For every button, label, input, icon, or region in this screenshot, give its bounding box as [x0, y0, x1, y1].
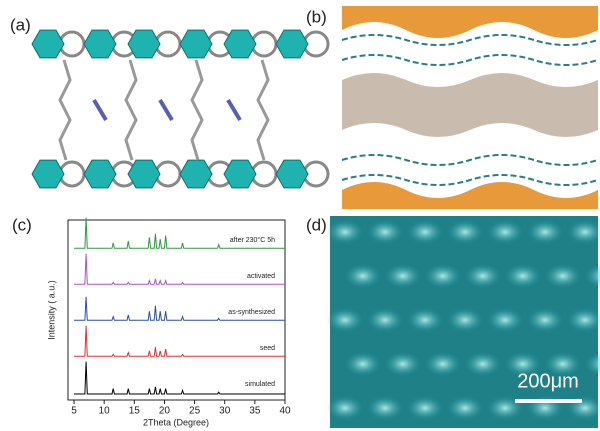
spot	[447, 308, 483, 332]
spot	[385, 264, 421, 288]
chain	[190, 59, 204, 161]
guest	[226, 98, 242, 122]
polyhedron	[83, 159, 117, 189]
panel-label: (c)	[12, 215, 32, 234]
spot	[465, 352, 501, 376]
series-label: activated	[247, 273, 275, 280]
spot	[447, 396, 483, 420]
y-axis-title: Intensity ( a.u.)	[46, 280, 56, 340]
panel-b-structure	[341, 6, 599, 209]
series-label: seed	[260, 345, 275, 352]
spot	[425, 352, 461, 376]
spot	[327, 308, 363, 332]
polyhedron	[275, 29, 309, 59]
x-tick-label: 20	[159, 406, 171, 417]
polyhedron	[31, 29, 65, 59]
framework	[341, 34, 599, 46]
panel-c-chart: 2Theta (Degree) Intensity ( a.u.) 5 10 15 2…	[46, 217, 291, 427]
panel-label: (b)	[306, 7, 327, 26]
x-tick-label: 5	[71, 406, 77, 417]
guest	[158, 98, 174, 122]
x-tick-label: 30	[219, 406, 231, 417]
spot	[385, 352, 421, 376]
spot	[567, 220, 600, 244]
framework	[341, 154, 599, 166]
panel-label: (a)	[10, 15, 31, 34]
x-axis-title: 2Theta (Degree)	[143, 417, 209, 427]
panel-label: (d)	[306, 215, 327, 234]
xrd-trace	[74, 296, 285, 321]
polyhedron	[127, 29, 161, 59]
spot	[567, 308, 600, 332]
spot	[545, 264, 581, 288]
polyhedron	[127, 159, 161, 189]
spot	[327, 220, 363, 244]
spot	[447, 220, 483, 244]
spot	[367, 396, 403, 420]
spot	[527, 308, 563, 332]
guest	[92, 98, 108, 122]
spot	[345, 264, 381, 288]
spot	[465, 264, 501, 288]
spot	[367, 220, 403, 244]
spot	[407, 220, 443, 244]
xrd-trace	[74, 361, 285, 395]
series-label: simulated	[245, 381, 275, 388]
panel-d-image	[327, 216, 600, 428]
polyhedron	[31, 159, 65, 189]
polyhedron	[223, 159, 257, 189]
framework	[341, 174, 599, 186]
spot	[425, 264, 461, 288]
x-tick-label: 40	[279, 406, 291, 417]
spot	[345, 352, 381, 376]
xrd-trace	[74, 325, 285, 357]
series-label: after 230°C 5h	[230, 236, 275, 244]
pore	[342, 73, 598, 137]
spot	[527, 220, 563, 244]
plot-frame	[67, 219, 286, 401]
panel-a-structure	[31, 29, 330, 189]
spot	[367, 308, 403, 332]
polyhedron	[179, 159, 213, 189]
scale-bar-label: 200μm	[517, 370, 579, 392]
chain	[58, 59, 72, 161]
spot	[407, 308, 443, 332]
xrd-trace	[74, 253, 285, 285]
series-label: as-synthesized	[228, 309, 275, 316]
spot	[327, 396, 363, 420]
polyhedron	[223, 29, 257, 59]
spot	[407, 396, 443, 420]
chain	[124, 59, 138, 161]
x-tick-label: 25	[189, 406, 201, 417]
polyhedron	[275, 159, 309, 189]
spot	[487, 308, 523, 332]
polyhedron	[179, 29, 213, 59]
chain	[256, 59, 270, 161]
framework	[341, 54, 599, 66]
polyhedron	[83, 29, 117, 59]
xrd-trace	[74, 217, 285, 249]
x-tick-label: 35	[249, 406, 261, 417]
spot	[585, 352, 600, 376]
spot	[487, 396, 523, 420]
spot	[505, 352, 541, 376]
x-tick-label: 10	[99, 406, 111, 417]
spot	[487, 220, 523, 244]
spot	[585, 264, 600, 288]
spot	[505, 264, 541, 288]
x-tick-label: 15	[129, 406, 141, 417]
spot	[545, 352, 581, 376]
